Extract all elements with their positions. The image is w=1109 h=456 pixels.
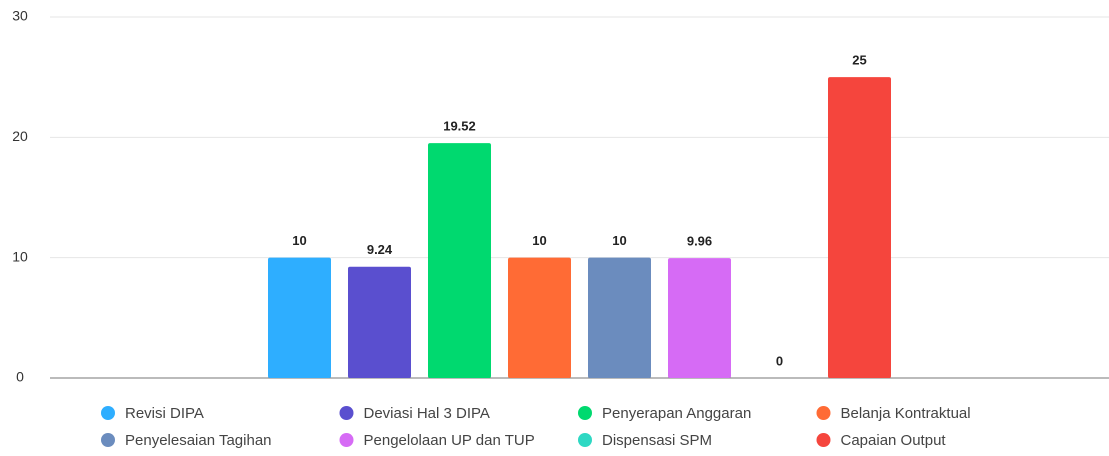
- bar: [508, 257, 571, 378]
- data-label: 25: [852, 53, 866, 68]
- y-tick-label: 10: [12, 248, 28, 264]
- legend-marker: [816, 406, 831, 420]
- data-label: 9.24: [367, 242, 393, 257]
- legend-marker: [101, 433, 115, 447]
- data-label: 19.52: [443, 119, 476, 134]
- legend-label: Dispensasi SPM: [602, 432, 712, 449]
- data-label: 0: [776, 353, 783, 368]
- legend-marker: [578, 406, 592, 420]
- bar: [668, 258, 731, 378]
- bar: [348, 266, 411, 378]
- data-label: 10: [612, 233, 626, 248]
- legend-label: Penyerapan Anggaran: [602, 405, 751, 422]
- bar: [588, 257, 651, 378]
- bar: [268, 257, 331, 378]
- bar: [428, 143, 491, 378]
- y-tick-label: 20: [12, 128, 28, 144]
- data-label: 9.96: [687, 234, 712, 249]
- y-tick-label: 0: [16, 369, 24, 385]
- legend-marker: [578, 433, 592, 447]
- legend-marker: [101, 406, 115, 420]
- bar: [828, 77, 891, 379]
- legend-label: Belanja Kontraktual: [841, 405, 971, 422]
- data-label: 10: [532, 233, 546, 248]
- data-label: 10: [292, 233, 306, 248]
- legend-marker: [339, 433, 354, 447]
- legend-label: Pengelolaan UP dan TUP: [364, 432, 535, 449]
- legend-label: Capaian Output: [841, 432, 947, 449]
- legend-label: Penyelesaian Tagihan: [125, 432, 272, 449]
- legend-label: Deviasi Hal 3 DIPA: [364, 405, 490, 422]
- legend-marker: [816, 433, 831, 447]
- legend-marker: [339, 406, 354, 420]
- legend-label: Revisi DIPA: [125, 405, 204, 422]
- y-tick-label: 30: [12, 8, 28, 24]
